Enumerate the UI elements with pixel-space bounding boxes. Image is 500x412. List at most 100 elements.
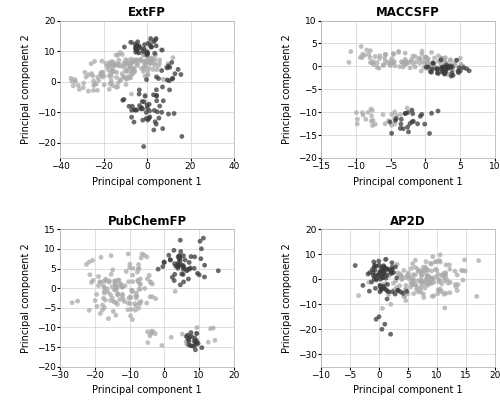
Point <box>106 60 114 67</box>
Point <box>204 339 212 345</box>
Point <box>116 76 124 83</box>
Point <box>391 62 399 69</box>
Point <box>124 73 132 80</box>
Point <box>146 42 154 49</box>
Point <box>378 267 386 274</box>
Point <box>144 276 152 282</box>
Point <box>442 290 450 297</box>
Point <box>392 112 400 119</box>
Point <box>388 130 396 137</box>
Point <box>157 47 165 53</box>
Point <box>380 264 388 270</box>
Point <box>442 66 450 73</box>
Point <box>364 109 372 116</box>
Point <box>430 55 438 61</box>
Point <box>114 291 122 297</box>
Point <box>446 289 454 296</box>
Point <box>380 54 388 61</box>
Point <box>140 50 148 56</box>
Point <box>380 270 388 277</box>
Point <box>442 64 450 70</box>
Point <box>386 331 394 337</box>
Point <box>145 272 153 279</box>
Point <box>110 308 118 315</box>
Point <box>378 268 386 275</box>
Point <box>146 293 154 300</box>
Point <box>400 59 408 66</box>
Point <box>386 58 394 65</box>
Point <box>377 286 385 293</box>
Point <box>143 49 151 56</box>
Point <box>146 38 154 45</box>
Point <box>442 274 450 281</box>
Point <box>123 66 131 73</box>
Point <box>424 282 432 288</box>
Point <box>434 70 442 77</box>
Point <box>433 65 441 72</box>
Point <box>108 73 116 80</box>
Point <box>92 81 100 87</box>
Point <box>132 293 140 299</box>
Point <box>375 314 383 320</box>
Point <box>138 65 145 72</box>
Point <box>380 285 388 292</box>
Point <box>193 342 201 348</box>
Point <box>132 107 140 113</box>
Point <box>132 43 140 50</box>
Point <box>390 115 398 122</box>
Point <box>98 302 106 308</box>
Point <box>183 341 191 348</box>
Point <box>106 69 114 76</box>
Point <box>210 325 218 331</box>
Point <box>72 79 80 85</box>
Point <box>376 282 384 289</box>
Point <box>352 109 360 116</box>
Point <box>378 274 386 281</box>
Point <box>132 295 140 301</box>
Point <box>388 270 396 277</box>
Point <box>150 62 158 69</box>
Point <box>385 272 393 279</box>
Point <box>166 256 174 263</box>
Point <box>151 330 159 337</box>
Point <box>376 268 384 274</box>
Point <box>130 119 138 125</box>
Point <box>106 277 114 284</box>
Point <box>434 276 442 283</box>
Point <box>396 111 404 118</box>
Point <box>370 276 378 282</box>
Point <box>176 281 184 288</box>
Point <box>436 64 444 70</box>
Point <box>90 87 98 94</box>
Point <box>100 82 108 88</box>
Point <box>426 130 434 137</box>
Point <box>426 279 434 286</box>
Point <box>374 258 382 265</box>
Point <box>108 80 116 86</box>
Point <box>114 84 122 90</box>
Point <box>148 56 156 62</box>
Point <box>369 117 377 124</box>
Point <box>128 39 136 46</box>
Point <box>107 77 115 84</box>
Point <box>382 280 390 287</box>
Point <box>165 252 173 258</box>
Point <box>98 307 106 314</box>
Point <box>149 66 157 73</box>
Point <box>85 307 93 314</box>
Point <box>474 258 482 264</box>
Point <box>168 274 176 281</box>
Point <box>359 282 367 289</box>
Point <box>152 98 160 104</box>
Point <box>122 81 130 88</box>
Point <box>136 281 144 288</box>
Point <box>147 44 155 51</box>
Point <box>356 54 364 61</box>
Point <box>462 66 470 72</box>
Point <box>460 63 468 70</box>
Point <box>176 248 184 255</box>
Point <box>148 293 156 300</box>
Point <box>128 306 136 313</box>
Point <box>441 304 449 311</box>
Point <box>94 282 102 289</box>
